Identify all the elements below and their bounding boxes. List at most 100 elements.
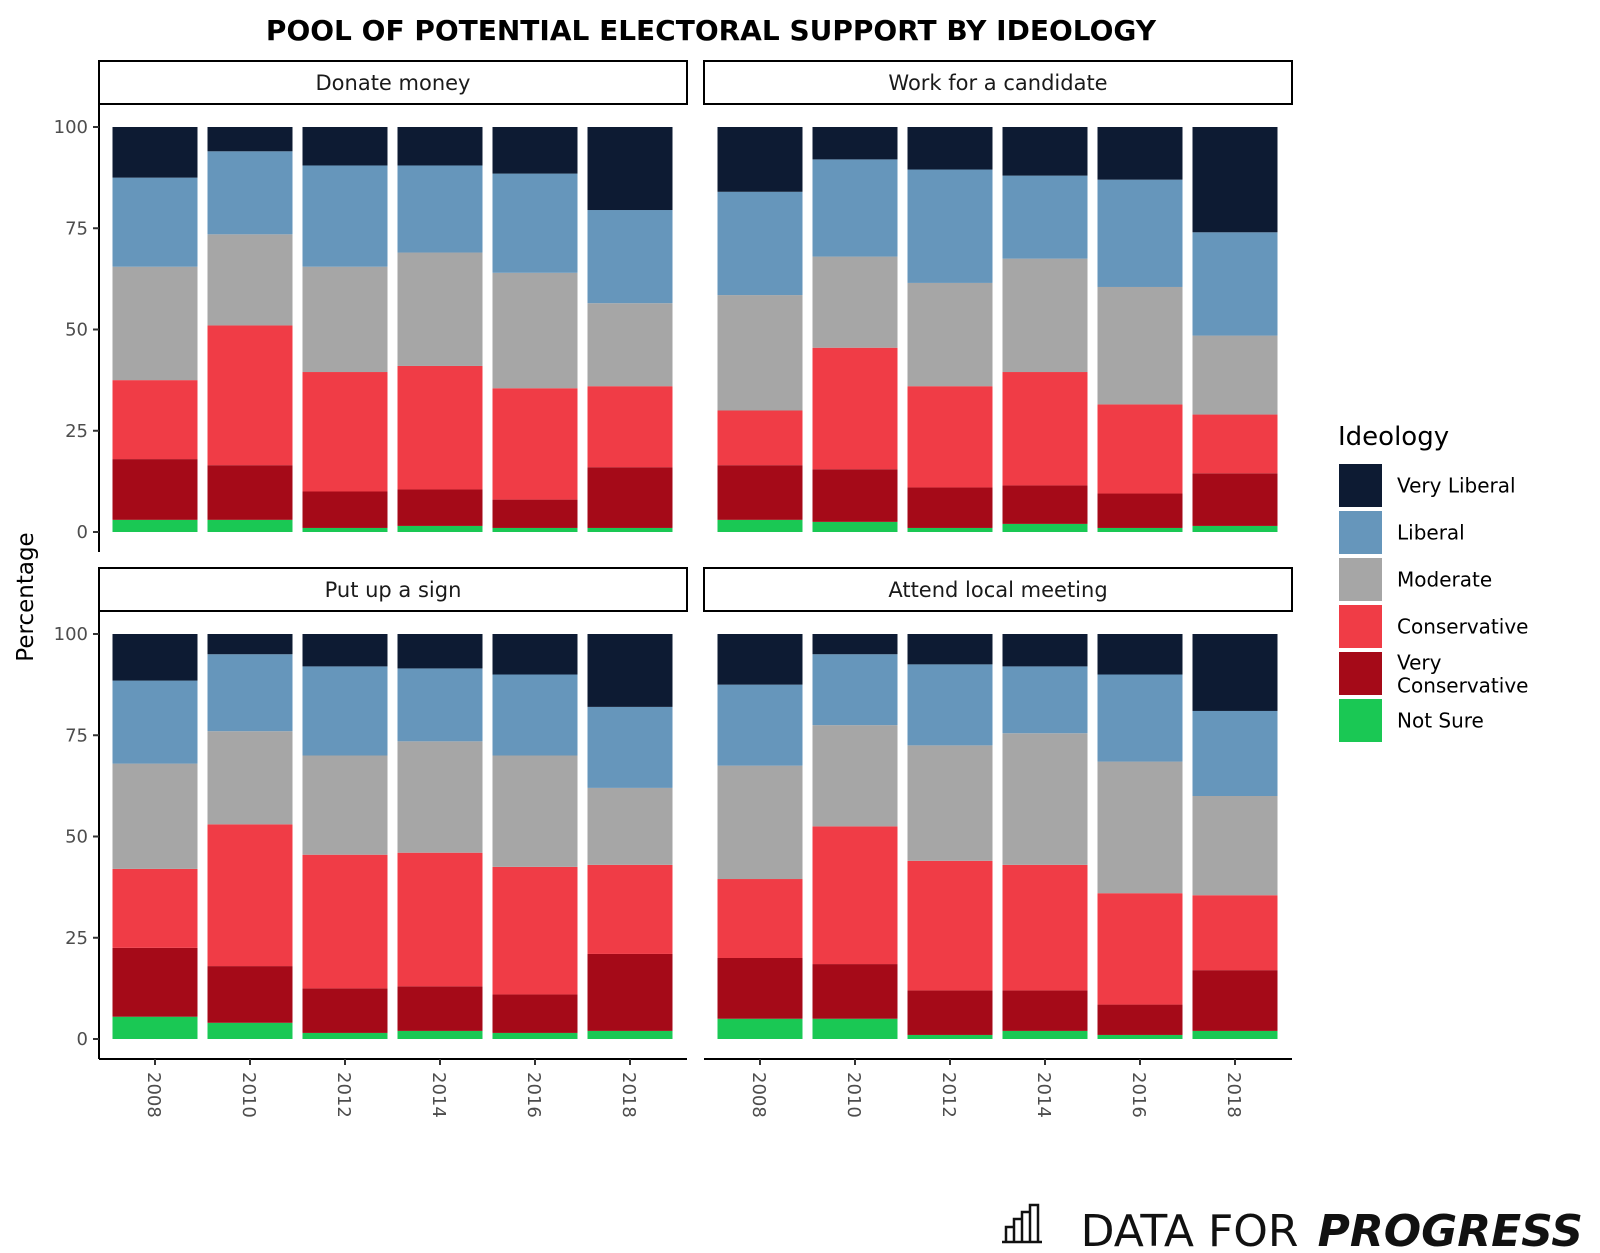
bar-segment — [1002, 1030, 1088, 1039]
bar-segment — [907, 386, 993, 488]
bar-chart-logo-icon — [1002, 1203, 1042, 1244]
bar-segment — [492, 866, 578, 995]
bar-segment — [112, 680, 198, 764]
legend-item: Liberal — [1339, 511, 1465, 554]
bar-segment — [207, 731, 293, 825]
bar-segment — [587, 634, 673, 707]
bar-segment — [812, 469, 898, 522]
y-tick-label: 25 — [65, 928, 88, 949]
bar-segment — [587, 386, 673, 468]
bar-segment — [302, 634, 388, 667]
bar-segment — [207, 325, 293, 466]
bar-segment — [587, 1030, 673, 1039]
panel: Attend local meeting 2008 2010 2012 2014 2016… — [703, 567, 1293, 1118]
x-tick-label: 2010 — [238, 1072, 259, 1118]
bar-segment — [1097, 179, 1183, 287]
bar-segment — [587, 527, 673, 532]
bar-segment — [397, 525, 483, 532]
bar-segment — [717, 295, 803, 411]
bar-segment — [1002, 485, 1088, 524]
bar-segment — [717, 879, 803, 958]
bar-segment — [587, 210, 673, 304]
brand-emphasis: PROGRESS — [1318, 1206, 1583, 1253]
legend-key — [1339, 699, 1382, 742]
bar-segment — [907, 634, 993, 665]
y-tick-label: 100 — [54, 117, 88, 138]
bar-segment — [812, 521, 898, 532]
bar-segment — [112, 519, 198, 532]
x-tick-label: 2014 — [428, 1072, 449, 1118]
bar-segment — [587, 303, 673, 387]
bar-segment — [907, 169, 993, 283]
panel: Donate money 0 25 50 75 100 — [54, 60, 688, 552]
bar-segment — [1192, 473, 1278, 526]
bar-segment — [717, 191, 803, 296]
panel-strip — [703, 60, 1293, 105]
legend-label: Moderate — [1397, 568, 1492, 592]
bar-segment — [1002, 258, 1088, 373]
x-tick-label: 2018 — [1223, 1072, 1244, 1118]
panel-title: Attend local meeting — [888, 578, 1107, 602]
bar-segment — [717, 410, 803, 466]
bar-segment — [717, 127, 803, 192]
x-tick-label: 2008 — [748, 1072, 769, 1118]
bar-segment — [207, 234, 293, 326]
bar-segment — [207, 127, 293, 152]
legend-label: Liberal — [1397, 521, 1465, 545]
y-axis-label: Percentage — [13, 532, 39, 661]
bar-segment — [812, 725, 898, 827]
brand-logo: DATA FOR PROGRESS — [1002, 1203, 1583, 1253]
bar-segment — [907, 745, 993, 861]
bar-segment — [1097, 1004, 1183, 1035]
bar-segment — [397, 252, 483, 366]
bar-segment — [492, 634, 578, 675]
bar-segment — [587, 953, 673, 1031]
panel-strip — [98, 60, 688, 105]
bar-segment — [812, 964, 898, 1019]
y-tick-label: 25 — [65, 421, 88, 442]
bar-segment — [1192, 525, 1278, 532]
bar-segment — [1097, 893, 1183, 1005]
bar-segment — [207, 151, 293, 235]
bar-segment — [907, 1034, 993, 1039]
bar-segment — [812, 826, 898, 965]
bar-segment — [302, 127, 388, 166]
bar-segment — [492, 127, 578, 174]
bar-segment — [1097, 286, 1183, 405]
bar-segment — [112, 868, 198, 948]
bar-segment — [207, 654, 293, 732]
bar-segment — [1097, 127, 1183, 180]
bar-segment — [1192, 710, 1278, 796]
bar-segment — [1002, 175, 1088, 259]
bar-segment — [1192, 634, 1278, 711]
bar-segment — [112, 763, 198, 869]
bar-segment — [587, 787, 673, 865]
bar-segment — [397, 668, 483, 742]
bar-segment — [302, 854, 388, 989]
bar-segment — [1002, 523, 1088, 532]
panel-title: Work for a candidate — [888, 71, 1107, 95]
bar-segment — [112, 127, 198, 178]
bar-segment — [1002, 864, 1088, 991]
bar-segment — [907, 527, 993, 532]
bar-segment — [587, 127, 673, 211]
legend-key — [1339, 558, 1382, 601]
bar-segment — [397, 741, 483, 853]
y-tick-label: 0 — [77, 522, 88, 543]
bar-segment — [1097, 674, 1183, 762]
bar-segment — [302, 666, 388, 756]
bar-segment — [397, 634, 483, 669]
bar-segment — [587, 467, 673, 528]
bar-segment — [1192, 1030, 1278, 1039]
legend: Ideology Very Liberal Liberal Moderate Conse… — [1338, 422, 1528, 742]
bar-segment — [907, 860, 993, 991]
bar-segment — [112, 1016, 198, 1039]
bar-segment — [1097, 527, 1183, 532]
bar-segment — [492, 388, 578, 500]
legend-label: Very Conservative — [1397, 651, 1528, 698]
bar-segment — [207, 1022, 293, 1039]
bar-segment — [1002, 733, 1088, 865]
bar-segment — [207, 966, 293, 1023]
bar-segment — [302, 1032, 388, 1039]
